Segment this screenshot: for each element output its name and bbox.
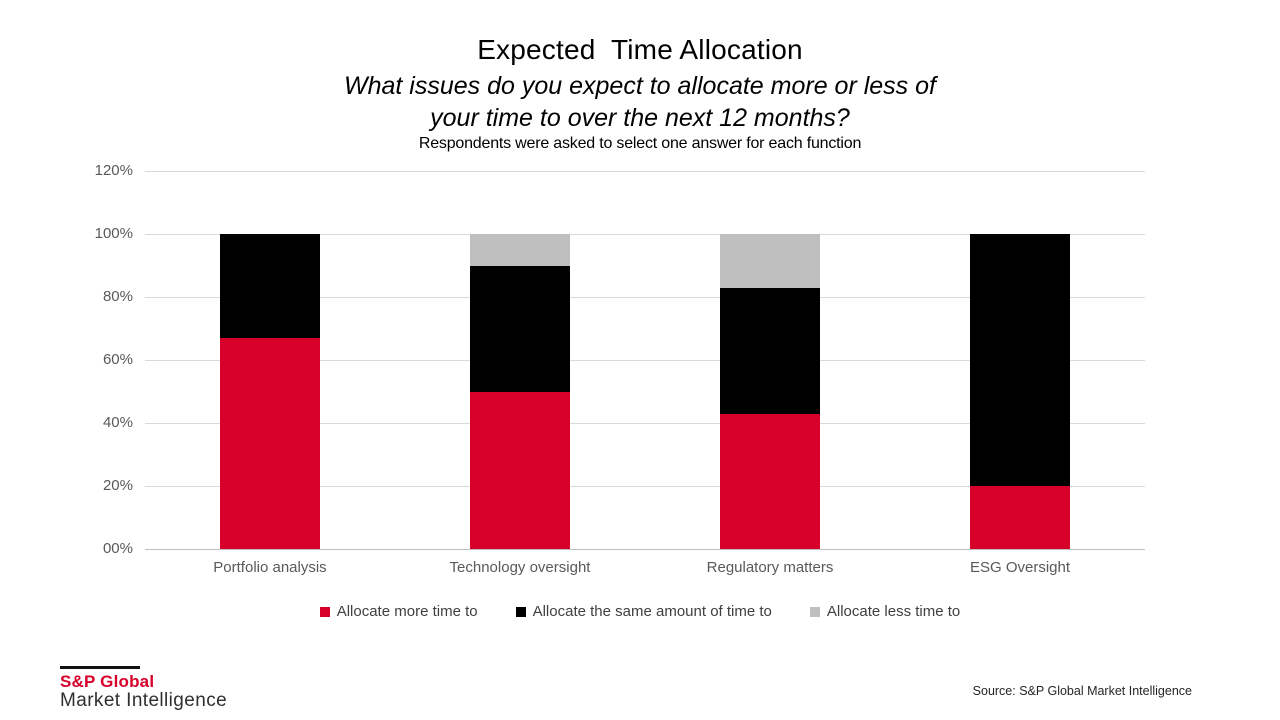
bar-segment-regulatory-matters-allocate-less-time-to: [720, 234, 820, 288]
y-axis-tick-label: 120%: [94, 162, 133, 179]
sp-global-logo-rule: [60, 666, 140, 669]
plot-area: [145, 171, 1145, 550]
y-axis-tick-label: 60%: [102, 351, 133, 368]
x-axis-label-technology-oversight: Technology oversight: [449, 559, 591, 576]
y-axis-tick-label: 100%: [94, 225, 133, 242]
y-axis-tick-label: 00%: [102, 540, 133, 557]
bar-segment-esg-oversight-allocate-more-time-to: [970, 486, 1070, 549]
legend-item-allocate-the-same-amount-of-time-to: Allocate the same amount of time to: [515, 603, 772, 620]
chart-subtitle: What issues do you expect to allocate mo…: [0, 70, 1280, 134]
bar-segment-technology-oversight-allocate-the-same-amount-of-time-to: [470, 265, 570, 392]
y-axis-tick-label: 80%: [102, 288, 133, 305]
chart-subtitle-line1: What issues do you expect to allocate mo…: [344, 72, 936, 100]
bar-segment-regulatory-matters-allocate-the-same-amount-of-time-to: [720, 287, 820, 414]
sp-global-logo-subtext: Market Intelligence: [60, 690, 228, 711]
gridline: [145, 549, 1145, 550]
sp-global-logo-text: S&P Global: [60, 672, 155, 691]
legend-label: Allocate the same amount of time to: [532, 603, 772, 620]
source-note: Source: S&P Global Market Intelligence: [972, 684, 1192, 698]
legend-label: Allocate more time to: [336, 603, 478, 620]
gridline: [145, 297, 1145, 298]
gridline: [145, 171, 1145, 172]
x-axis-label-esg-oversight: ESG Oversight: [969, 559, 1071, 576]
legend-swatch-icon: [319, 606, 330, 617]
y-axis-tick-label: 40%: [102, 414, 133, 431]
legend-swatch-icon: [809, 606, 820, 617]
chart-note: Respondents were asked to select one ans…: [418, 135, 862, 152]
y-axis-tick-label: 20%: [102, 477, 133, 494]
bar-segment-esg-oversight-allocate-the-same-amount-of-time-to: [970, 234, 1070, 486]
bar-segment-regulatory-matters-allocate-more-time-to: [720, 413, 820, 549]
chart-legend: Allocate more time to Allocate the same a…: [0, 603, 1280, 620]
bar-segment-portfolio-analysis-allocate-more-time-to: [220, 337, 320, 549]
chart-subtitle-line2: your time to over the next 12 months?: [430, 104, 850, 132]
bar-segment-technology-oversight-allocate-less-time-to: [470, 234, 570, 266]
legend-item-allocate-more-time-to: Allocate more time to: [319, 603, 478, 620]
bar-segment-technology-oversight-allocate-more-time-to: [470, 391, 570, 549]
bar-segment-portfolio-analysis-allocate-the-same-amount-of-time-to: [220, 234, 320, 338]
legend-item-allocate-less-time-to: Allocate less time to: [809, 603, 961, 620]
legend-label: Allocate less time to: [826, 603, 961, 620]
gridline: [145, 423, 1145, 424]
gridline: [145, 234, 1145, 235]
legend-swatch-icon: [515, 606, 526, 617]
x-axis-label-regulatory-matters: Regulatory matters: [706, 559, 834, 576]
chart-title: Expected Time Allocation: [477, 34, 803, 65]
gridline: [145, 486, 1145, 487]
x-axis-label-portfolio-analysis: Portfolio analysis: [213, 559, 327, 576]
gridline: [145, 360, 1145, 361]
